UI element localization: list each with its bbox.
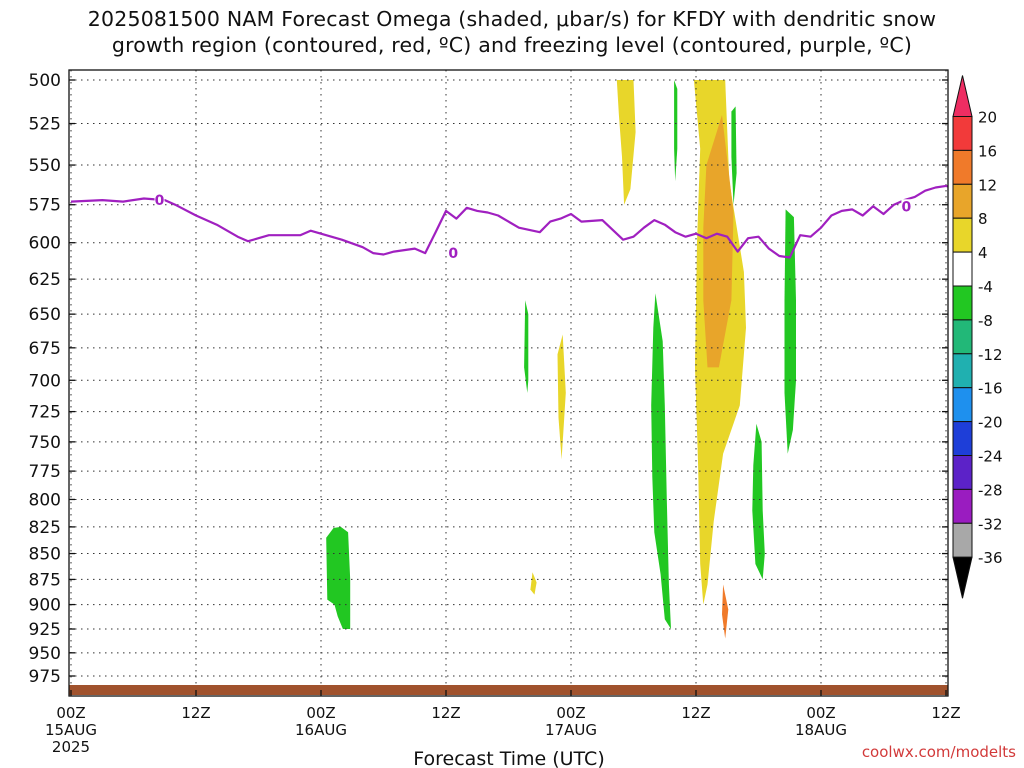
chart-title-line-2: growth region (contoured, red, ºC) and f… <box>111 33 913 57</box>
colorbar-top-arrow <box>952 75 973 117</box>
omega-region-1 <box>616 80 636 205</box>
colorbar-segment-12 <box>952 488 973 524</box>
colorbar-segment-3 <box>952 183 973 219</box>
y-tick-label-675: 675 <box>29 339 61 359</box>
x-tick-label-48: 00Z <box>556 704 585 722</box>
freezing-level-line <box>70 184 948 259</box>
y-tick-label-700: 700 <box>29 371 61 391</box>
y-tick-label-575: 575 <box>29 196 61 216</box>
x-axis-title: Forecast Time (UTC) <box>413 748 604 768</box>
omega-region-12 <box>752 423 765 580</box>
plot-grid <box>69 70 948 696</box>
x-date-label-0: 15AUG <box>45 721 97 739</box>
colorbar-label-2: 12 <box>978 176 997 194</box>
contour-label-1: 0 <box>155 193 165 209</box>
contour-label-bg-3 <box>901 199 912 214</box>
y-tick-label-800: 800 <box>29 490 61 510</box>
colorbar-label-0: 20 <box>978 109 997 127</box>
x-tick-label-72: 00Z <box>806 704 835 722</box>
colorbar-label-8: -16 <box>978 380 1003 398</box>
omega-region-13 <box>784 209 796 454</box>
x-date-label-72: 18AUG <box>795 721 847 739</box>
omega-region-10 <box>326 526 351 629</box>
omega-region-3 <box>557 334 566 460</box>
source-credit: coolwx.com/modelts <box>861 743 1016 761</box>
x-year-label: 2025 <box>52 738 90 756</box>
colorbar-label-7: -12 <box>978 346 1003 364</box>
y-tick-label-925: 925 <box>29 620 61 640</box>
y-tick-label-625: 625 <box>29 270 61 290</box>
colorbar-label-11: -28 <box>978 481 1003 499</box>
colorbar-label-10: -24 <box>978 448 1003 466</box>
colorbar-segment-11 <box>952 455 973 490</box>
colorbar-segment-7 <box>952 319 973 355</box>
y-tick-label-500: 500 <box>29 71 61 91</box>
omega-region-4 <box>530 572 537 595</box>
y-tick-label-775: 775 <box>29 462 61 482</box>
x-date-label-48: 17AUG <box>545 721 597 739</box>
colorbar-label-1: 16 <box>978 142 997 160</box>
ground-surface <box>69 685 948 695</box>
y-tick-label-550: 550 <box>29 156 61 176</box>
colorbar-segment-6 <box>952 285 973 321</box>
x-date-label-24: 16AUG <box>295 721 347 739</box>
omega-region-6 <box>722 584 729 639</box>
x-tick-label-60: 12Z <box>681 704 710 722</box>
colorbar-segment-9 <box>952 387 973 423</box>
omega-colorbar: 20 16 12 8 4 -4 -8 -12 -16 -20 -24 -28 -32 -36 <box>952 75 1003 599</box>
y-tick-label-750: 750 <box>29 433 61 453</box>
contour-label-bg-2 <box>448 246 459 261</box>
colorbar-label-13: -36 <box>978 549 1003 567</box>
y-tick-label-875: 875 <box>29 570 61 590</box>
chart-title: 2025081500 NAM Forecast Omega (shaded, μ… <box>0 6 1024 58</box>
y-tick-label-950: 950 <box>29 644 61 664</box>
omega-region-5 <box>703 115 734 368</box>
colorbar-segment-4 <box>952 217 973 253</box>
ground-band <box>69 685 948 695</box>
contour-label-bg-1 <box>154 193 165 208</box>
x-tick-label-84: 12Z <box>931 704 960 722</box>
colorbar-segment-2 <box>952 149 973 185</box>
y-tick-label-525: 525 <box>29 115 61 135</box>
y-tick-label-650: 650 <box>29 305 61 325</box>
y-tick-label-850: 850 <box>29 545 61 565</box>
plot-frame <box>68 69 949 697</box>
x-tick-label-0: 00Z <box>56 704 85 722</box>
omega-region-8 <box>731 106 737 205</box>
omega-shading <box>326 80 796 639</box>
colorbar-label-6: -8 <box>978 312 993 330</box>
x-tick-label-36: 12Z <box>431 704 460 722</box>
contour-label-3: 0 <box>902 199 912 215</box>
colorbar-bottom-arrow <box>952 556 973 599</box>
y-tick-label-725: 725 <box>29 403 61 423</box>
colorbar-label-9: -20 <box>978 414 1003 432</box>
colorbar-segment-13 <box>952 522 973 558</box>
colorbar-label-3: 8 <box>978 210 988 228</box>
contour-label-2: 0 <box>448 246 458 262</box>
colorbar-label-4: 4 <box>978 244 988 262</box>
freezing-level-contour: 0 0 0 <box>70 184 948 262</box>
omega-region-9 <box>524 300 529 393</box>
y-tick-label-900: 900 <box>29 596 61 616</box>
colorbar-label-12: -32 <box>978 515 1003 533</box>
omega-region-7 <box>674 80 678 182</box>
chart-title-line-1: 2025081500 NAM Forecast Omega (shaded, μ… <box>87 7 937 31</box>
pressure-axis: 500 525 550 575 600 625 650 675 700 725 750 775 800 8… <box>29 71 948 687</box>
colorbar-segment-5 <box>952 251 973 287</box>
y-tick-label-825: 825 <box>29 518 61 538</box>
colorbar-segment-10 <box>952 421 973 457</box>
x-tick-label-12: 12Z <box>181 704 210 722</box>
colorbar-segment-8 <box>952 353 973 389</box>
y-tick-label-600: 600 <box>29 234 61 254</box>
y-tick-label-975: 975 <box>29 667 61 687</box>
omega-region-11 <box>651 293 671 629</box>
colorbar-label-5: -4 <box>978 278 993 296</box>
colorbar-segment-1 <box>952 116 973 151</box>
x-tick-label-24: 00Z <box>306 704 335 722</box>
